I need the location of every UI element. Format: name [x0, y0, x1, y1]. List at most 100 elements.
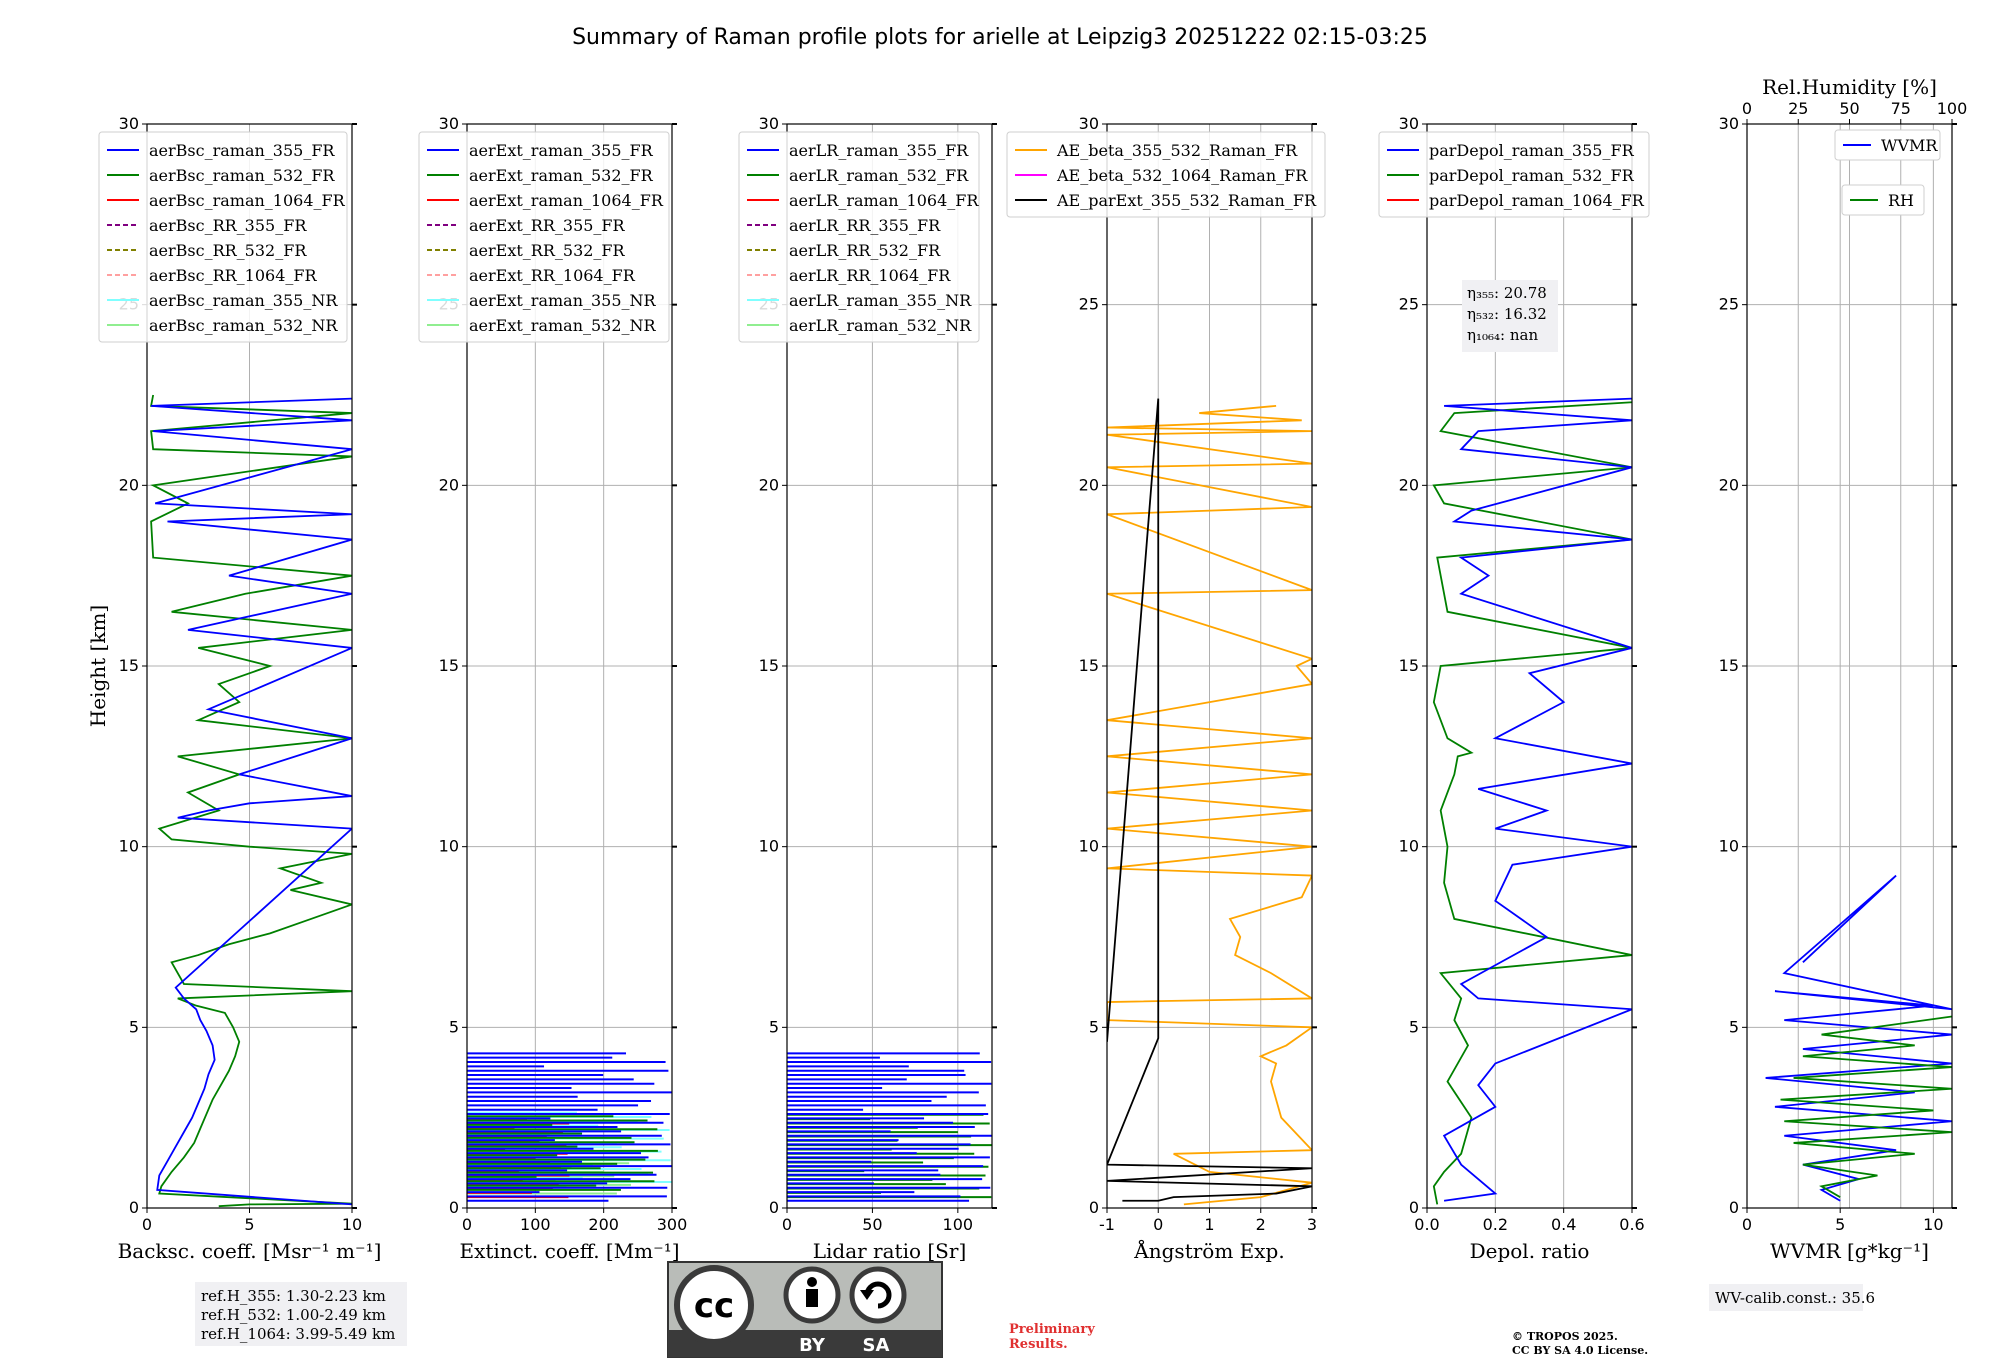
- legend-box: [1834, 129, 1941, 161]
- y-tick-label: 5: [1089, 1017, 1099, 1036]
- legend-label: aerLR_RR_532_FR: [789, 241, 941, 260]
- y-tick-label: 10: [119, 837, 139, 856]
- eta-value: η₃₅₅: 20.78: [1467, 284, 1547, 302]
- y-tick-label: 30: [439, 114, 459, 133]
- x-tick-label: 5: [244, 1215, 254, 1234]
- y-tick-label: 5: [1729, 1017, 1739, 1036]
- cc-logo-icon: [674, 1265, 754, 1345]
- copyright-line-2: CC BY SA 4.0 License.: [1512, 1344, 1648, 1357]
- legend-label: aerLR_raman_1064_FR: [789, 191, 979, 210]
- x-tick-label: 0.2: [1483, 1215, 1508, 1234]
- x-tick-label: 0.6: [1619, 1215, 1644, 1234]
- y-tick-label: 25: [1719, 295, 1739, 314]
- legend-label: RH: [1888, 191, 1914, 210]
- x-axis-label: WVMR [g*kg⁻¹]: [1770, 1239, 1929, 1263]
- panel-depolarization: 0 5 10 15 20 25 30 0.0 0.2 0.4 0.6 Depol. ratio parD…: [1378, 114, 1650, 1263]
- legend: parDepol_raman_355_FR parDepol_raman_532_…: [1378, 131, 1650, 218]
- by-label: BY: [799, 1335, 826, 1356]
- y-tick-label: 15: [1719, 656, 1739, 675]
- legend-label: aerExt_RR_1064_FR: [469, 266, 636, 285]
- series-RH: [1780, 1015, 1952, 1198]
- x-tick-label: 100: [943, 1215, 974, 1234]
- y-tick-label: 0: [1409, 1198, 1419, 1217]
- top-x-tick-label: 25: [1788, 99, 1808, 118]
- legend-label: aerBsc_raman_532_NR: [149, 316, 338, 335]
- eta-value: η₅₃₂: 16.32: [1467, 305, 1547, 323]
- top-x-tick-label: 100: [1937, 99, 1968, 118]
- legend-label: aerLR_raman_532_FR: [789, 166, 969, 185]
- x-tick-label: 50: [862, 1215, 882, 1234]
- x-tick-label: 3: [1307, 1215, 1317, 1234]
- y-tick-label: 15: [1079, 656, 1099, 675]
- y-tick-label: 10: [759, 837, 779, 856]
- legend-label: aerExt_raman_355_FR: [469, 141, 654, 160]
- y-tick-label: 20: [119, 475, 139, 494]
- ref-height-355: ref.H_355: 1.30-2.23 km: [201, 1287, 386, 1305]
- preliminary-line-1: Preliminary: [1009, 1322, 1095, 1337]
- legend-label: aerBsc_RR_355_FR: [149, 216, 307, 235]
- y-tick-label: 15: [119, 656, 139, 675]
- x-tick-label: 0.4: [1551, 1215, 1576, 1234]
- legend-label: aerLR_raman_355_NR: [789, 291, 972, 310]
- x-tick-label: 2: [1256, 1215, 1266, 1234]
- y-tick-label: 0: [449, 1198, 459, 1217]
- legend: aerExt_raman_355_FR aerExt_raman_532_FRae…: [418, 131, 670, 343]
- wv-calib-box: [1709, 1284, 1863, 1311]
- x-tick-label: 10: [1923, 1215, 1943, 1234]
- x-axis-label: Lidar ratio [Sr]: [813, 1239, 967, 1263]
- x-axis-label: Backsc. coeff. [Msr⁻¹ m⁻¹]: [118, 1239, 382, 1263]
- cc-logo-text: cc: [694, 1286, 734, 1326]
- x-tick-label: 10: [342, 1215, 362, 1234]
- data-layer: [787, 1052, 992, 1202]
- data-layer: [1107, 398, 1312, 1206]
- y-tick-label: 10: [439, 837, 459, 856]
- cc-license-badge: cc BY SA: [667, 1261, 943, 1358]
- legend: WVMR RH: [1834, 129, 1941, 216]
- x-tick-label: 5: [1835, 1215, 1845, 1234]
- share-alike-icon: [849, 1266, 907, 1324]
- sa-label: SA: [863, 1335, 890, 1356]
- y-tick-label: 20: [759, 475, 779, 494]
- y-tick-label: 30: [1079, 114, 1099, 133]
- y-tick-label: 0: [1089, 1198, 1099, 1217]
- legend-label: aerLR_raman_355_FR: [789, 141, 969, 160]
- y-tick-label: 20: [1079, 475, 1099, 494]
- figure-title: Summary of Raman profile plots for ariel…: [572, 25, 1428, 50]
- series-parDepol_raman_355_FR: [1442, 397, 1632, 1202]
- legend-label: aerExt_raman_532_FR: [469, 166, 654, 185]
- panel-extinction: 0510152025300100200300Extinct. coeff. [M…: [418, 114, 687, 1263]
- x-axis-label: Depol. ratio: [1470, 1239, 1590, 1263]
- y-tick-label: 20: [1719, 475, 1739, 494]
- series-AE_parExt_355_532_Raman_FR: [1107, 398, 1312, 1202]
- legend-label: aerBsc_RR_1064_FR: [149, 266, 318, 285]
- legend: aerBsc_raman_355_FR aerBsc_raman_532_FRae…: [98, 131, 348, 343]
- data-layer: [1432, 397, 1632, 1205]
- x-tick-label: 0: [1153, 1215, 1163, 1234]
- panel-backscatter: 0510152025300510Backsc. coeff. [Msr⁻¹ m⁻…: [86, 114, 381, 1263]
- x-tick-label: 1: [1204, 1215, 1214, 1234]
- x-tick-label: 200: [588, 1215, 619, 1234]
- panel-lidar_ratio: 051015202530050100Lidar ratio [Sr]aerLR_…: [738, 114, 997, 1263]
- legend-label: aerExt_RR_532_FR: [469, 241, 626, 260]
- data-layer: [467, 1052, 672, 1202]
- x-axis-label: Ångström Exp.: [1133, 1238, 1284, 1263]
- series-aerBsc_raman_355_FR: [151, 397, 352, 1206]
- legend-label: parDepol_raman_1064_FR: [1429, 191, 1645, 210]
- y-tick-label: 0: [129, 1198, 139, 1217]
- top-x-tick-label: 75: [1891, 99, 1911, 118]
- y-tick-label: 30: [1399, 114, 1419, 133]
- legend-label: parDepol_raman_532_FR: [1429, 166, 1635, 185]
- legend-label: aerLR_RR_1064_FR: [789, 266, 951, 285]
- legend-box: [418, 131, 670, 343]
- y-tick-label: 25: [1399, 295, 1419, 314]
- x-tick-label: 0: [142, 1215, 152, 1234]
- copyright-line-1: © TROPOS 2025.: [1512, 1330, 1618, 1343]
- y-tick-label: 5: [129, 1017, 139, 1036]
- y-tick-label: 5: [449, 1017, 459, 1036]
- series-aerBsc_raman_532_FR: [150, 394, 352, 1208]
- legend-box: [738, 131, 980, 343]
- preliminary-line-2: Results.: [1009, 1337, 1068, 1352]
- y-tick-label: 15: [759, 656, 779, 675]
